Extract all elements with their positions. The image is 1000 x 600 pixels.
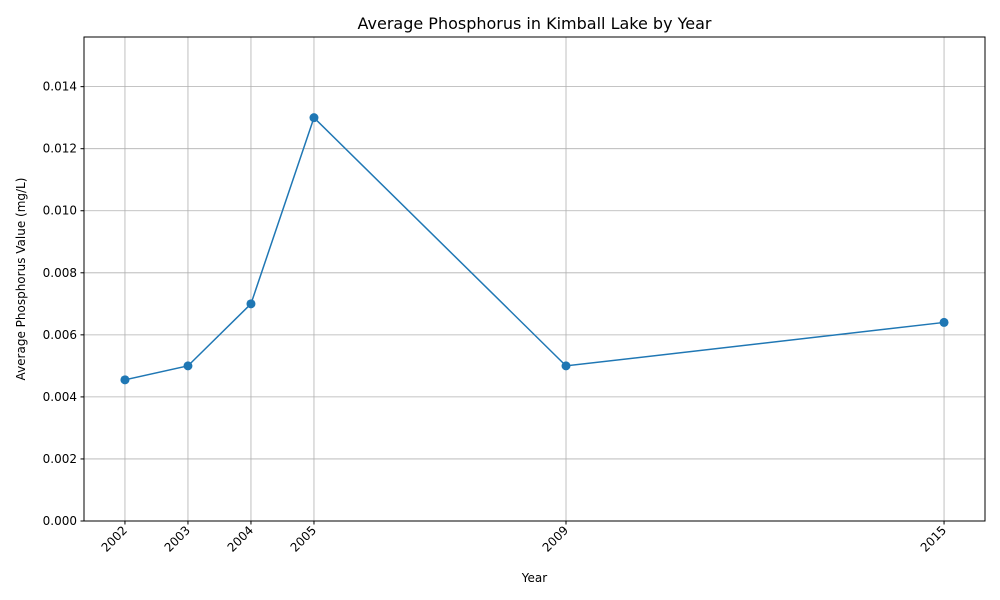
- data-point: [246, 299, 256, 309]
- x-axis-label: Year: [521, 571, 547, 585]
- y-tick-label: 0.010: [43, 204, 77, 218]
- y-axis-label: Average Phosphorus Value (mg/L): [14, 178, 28, 381]
- chart-title: Average Phosphorus in Kimball Lake by Ye…: [358, 14, 712, 33]
- y-tick-label: 0.000: [43, 514, 77, 528]
- series-layer: [120, 113, 949, 385]
- x-tick-label: 2009: [540, 523, 571, 554]
- y-tick-label: 0.014: [43, 80, 77, 94]
- series-line: [124, 116, 945, 381]
- plot-frame: [83, 36, 986, 522]
- data-point: [939, 317, 949, 327]
- data-point: [183, 361, 193, 371]
- y-tick-label: 0.012: [43, 142, 77, 156]
- y-tick-label: 0.004: [43, 390, 77, 404]
- x-tick-label: 2004: [225, 523, 256, 554]
- grid-layer: [84, 37, 985, 522]
- y-tick-label: 0.006: [43, 328, 77, 342]
- data-point: [120, 375, 130, 385]
- x-tick-label: 2003: [162, 523, 193, 554]
- tick-layer: 0.000 0.002 0.004 0.006 0.008 0.010 0.012 0.014…: [43, 80, 950, 555]
- x-tick-label: 2015: [918, 523, 949, 554]
- y-tick-label: 0.002: [43, 452, 77, 466]
- x-tick-label: 2005: [288, 523, 319, 554]
- y-tick-label: 0.008: [43, 266, 77, 280]
- data-point: [561, 361, 571, 371]
- x-tick-label: 2002: [99, 523, 130, 554]
- data-point: [309, 113, 319, 123]
